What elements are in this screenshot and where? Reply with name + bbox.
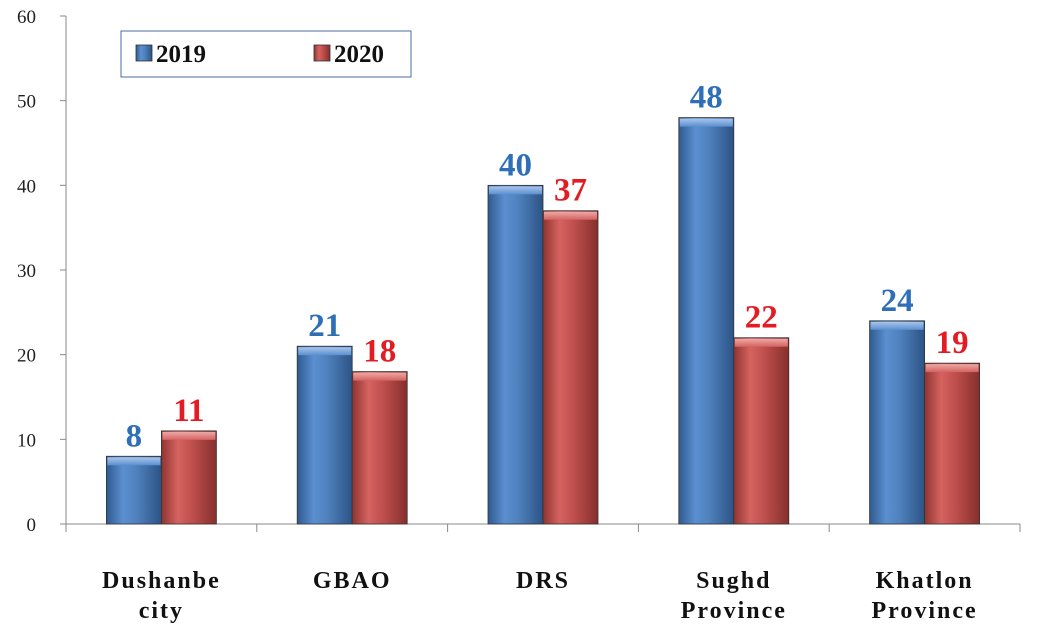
axes: 0 10 20 30 40 50 60 Dushanbe city GBAO DRS Sughd Pro… — [17, 7, 1021, 624]
x-category-label: Khatlon Province — [871, 568, 977, 624]
data-label-2019: 24 — [881, 283, 914, 319]
bar-top-bevel — [870, 321, 924, 330]
bar-2020 — [733, 337, 790, 525]
bar-top-bevel — [298, 347, 352, 356]
x-category-label: GBAO — [313, 568, 392, 594]
x-category-label: Sughd Province — [681, 568, 787, 624]
bar-2020 — [542, 210, 599, 525]
bars — [106, 117, 980, 525]
data-labels: 8 21 40 48 24 11 18 37 22 19 — [126, 80, 969, 455]
bar-top-bevel — [162, 431, 216, 440]
bar-top-bevel — [544, 211, 597, 220]
data-label-2019: 48 — [690, 80, 723, 116]
bar-2019 — [869, 320, 925, 525]
legend-label-2019: 2019 — [156, 41, 206, 68]
y-tick-label: 10 — [17, 430, 36, 451]
y-tick-label: 0 — [27, 515, 37, 536]
legend-swatch-2020 — [313, 44, 331, 62]
legend-label-2020: 2020 — [334, 41, 384, 68]
y-tick-label: 30 — [17, 261, 36, 282]
bar-2019 — [296, 345, 353, 525]
legend-swatch-2019 — [135, 44, 153, 62]
x-category-label: DRS — [516, 568, 570, 594]
y-tick-label: 20 — [17, 346, 36, 367]
bar-2020 — [924, 362, 980, 525]
bar-top-bevel — [679, 118, 733, 127]
bar-top-bevel — [734, 338, 788, 347]
bar-top-bevel — [925, 364, 979, 373]
legend: 2019 2020 — [120, 30, 412, 78]
data-label-2019: 40 — [499, 147, 532, 183]
data-label-2020: 19 — [936, 325, 969, 361]
y-tick-label: 40 — [17, 176, 36, 197]
bar-top-bevel — [489, 186, 542, 195]
data-label-2019: 21 — [308, 308, 341, 344]
data-label-2020: 18 — [363, 334, 396, 370]
bar-2020 — [351, 371, 408, 525]
data-label-2019: 8 — [126, 418, 143, 454]
bar-2019 — [106, 455, 162, 525]
bar-2019 — [487, 184, 544, 525]
y-tick-label: 60 — [17, 7, 36, 28]
bar-2019 — [678, 117, 735, 525]
data-label-2020: 22 — [745, 300, 778, 336]
data-label-2020: 11 — [173, 393, 204, 429]
bar-top-bevel — [353, 372, 407, 381]
data-label-2020: 37 — [554, 173, 587, 209]
y-tick-label: 50 — [17, 92, 36, 113]
x-category-label: Dushanbe city — [102, 568, 221, 624]
bar-2020 — [160, 430, 217, 525]
legend-box — [120, 30, 412, 78]
bar-top-bevel — [107, 457, 161, 466]
